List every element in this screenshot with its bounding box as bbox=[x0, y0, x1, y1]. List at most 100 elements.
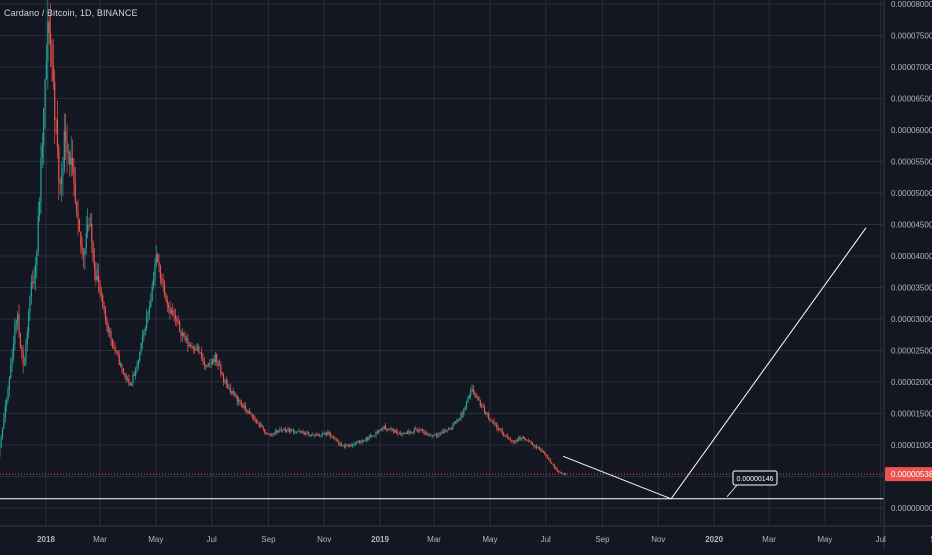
candle-body bbox=[154, 264, 155, 278]
candle-body bbox=[506, 436, 507, 437]
candle-body bbox=[147, 313, 148, 316]
candle-body bbox=[237, 396, 238, 402]
candle-body bbox=[209, 364, 210, 365]
candle-body bbox=[360, 442, 361, 443]
x-tick-label: May bbox=[817, 535, 832, 544]
candle-body bbox=[322, 433, 323, 435]
candle-body bbox=[172, 310, 173, 315]
candle-body bbox=[401, 434, 402, 435]
candle-body bbox=[279, 429, 280, 430]
candle-body bbox=[529, 441, 530, 442]
candle-body bbox=[318, 434, 319, 435]
candle-body bbox=[119, 355, 120, 365]
candle-body bbox=[554, 465, 555, 468]
candle-body bbox=[320, 435, 321, 436]
candle-body bbox=[139, 352, 140, 361]
candle-body bbox=[325, 433, 326, 434]
candle-body bbox=[407, 431, 408, 434]
candle-body bbox=[551, 462, 552, 463]
candle-body bbox=[130, 382, 131, 385]
candle-body bbox=[136, 365, 137, 368]
candle-body bbox=[42, 145, 43, 158]
candle-body bbox=[546, 455, 547, 456]
candle-body bbox=[143, 331, 144, 336]
candle-body bbox=[470, 391, 471, 395]
y-tick-label: 0.00004000 bbox=[891, 252, 932, 261]
candle-body bbox=[555, 467, 556, 468]
candle-body bbox=[433, 435, 434, 436]
candle-body bbox=[168, 305, 169, 308]
candle-body bbox=[499, 429, 500, 430]
candle-body bbox=[481, 406, 482, 407]
x-tick-label: Sep bbox=[261, 535, 276, 544]
candle-body bbox=[421, 429, 422, 430]
candle-body bbox=[120, 364, 121, 365]
candle-body bbox=[267, 434, 268, 435]
candle-body bbox=[213, 359, 214, 362]
candle-body bbox=[441, 431, 442, 433]
candle-body bbox=[115, 347, 116, 351]
candle-body bbox=[79, 219, 80, 232]
candle-body bbox=[397, 433, 398, 434]
candle-body bbox=[169, 307, 170, 313]
candle-body bbox=[526, 440, 527, 441]
candle-body bbox=[432, 436, 433, 437]
candle-body bbox=[352, 445, 353, 446]
candle-body bbox=[303, 431, 304, 432]
candle-body bbox=[515, 440, 516, 442]
candle-body bbox=[13, 344, 14, 358]
candle-body bbox=[234, 394, 235, 395]
candle-body bbox=[474, 392, 475, 394]
candle-body bbox=[493, 421, 494, 424]
candle-body bbox=[123, 368, 124, 373]
candle-body bbox=[437, 435, 438, 436]
candle-body bbox=[202, 358, 203, 361]
candle-body bbox=[117, 352, 118, 355]
candle-body bbox=[224, 381, 225, 382]
candle-body bbox=[235, 394, 236, 396]
candle-body bbox=[51, 45, 52, 66]
candle-body bbox=[367, 438, 368, 440]
candle-body bbox=[537, 447, 538, 448]
candle-body bbox=[293, 430, 294, 433]
candle-body bbox=[73, 168, 74, 183]
candle-body bbox=[58, 147, 59, 181]
candle-body bbox=[392, 429, 393, 430]
candle-body bbox=[134, 374, 135, 375]
x-tick-label: 2019 bbox=[371, 535, 389, 544]
candle-body bbox=[161, 278, 162, 281]
candle-body bbox=[153, 279, 154, 285]
candle-body bbox=[561, 472, 562, 473]
x-tick-label: Mar bbox=[762, 535, 776, 544]
symbol-title[interactable]: Cardano / Bitcoin, 1D, BINANCE bbox=[4, 8, 138, 18]
candle-body bbox=[65, 131, 66, 141]
candle-body bbox=[466, 402, 467, 407]
candle-body bbox=[458, 420, 459, 421]
y-tick-label: 0.00003500 bbox=[891, 284, 932, 293]
candle-body bbox=[9, 378, 10, 389]
candle-body bbox=[364, 440, 365, 441]
candle-body bbox=[186, 338, 187, 340]
candle-body bbox=[465, 407, 466, 409]
candle-body bbox=[121, 364, 122, 369]
candle-body bbox=[400, 434, 401, 435]
candle-body bbox=[141, 343, 142, 352]
x-tick-label: 2018 bbox=[37, 535, 55, 544]
candle-body bbox=[473, 389, 474, 392]
candle-body bbox=[355, 444, 356, 445]
candle-body bbox=[86, 233, 87, 249]
candle-body bbox=[447, 430, 448, 431]
x-tick-label: Jul bbox=[876, 535, 886, 544]
candle-body bbox=[425, 433, 426, 434]
candle-body bbox=[244, 405, 245, 407]
candle-body bbox=[469, 396, 470, 399]
x-tick-label: Jul bbox=[207, 535, 217, 544]
candle-body bbox=[396, 430, 397, 433]
candle-body bbox=[55, 120, 56, 121]
candle-body bbox=[327, 432, 328, 435]
candle-body bbox=[124, 373, 125, 375]
candle-body bbox=[366, 438, 367, 441]
candle-body bbox=[480, 400, 481, 406]
